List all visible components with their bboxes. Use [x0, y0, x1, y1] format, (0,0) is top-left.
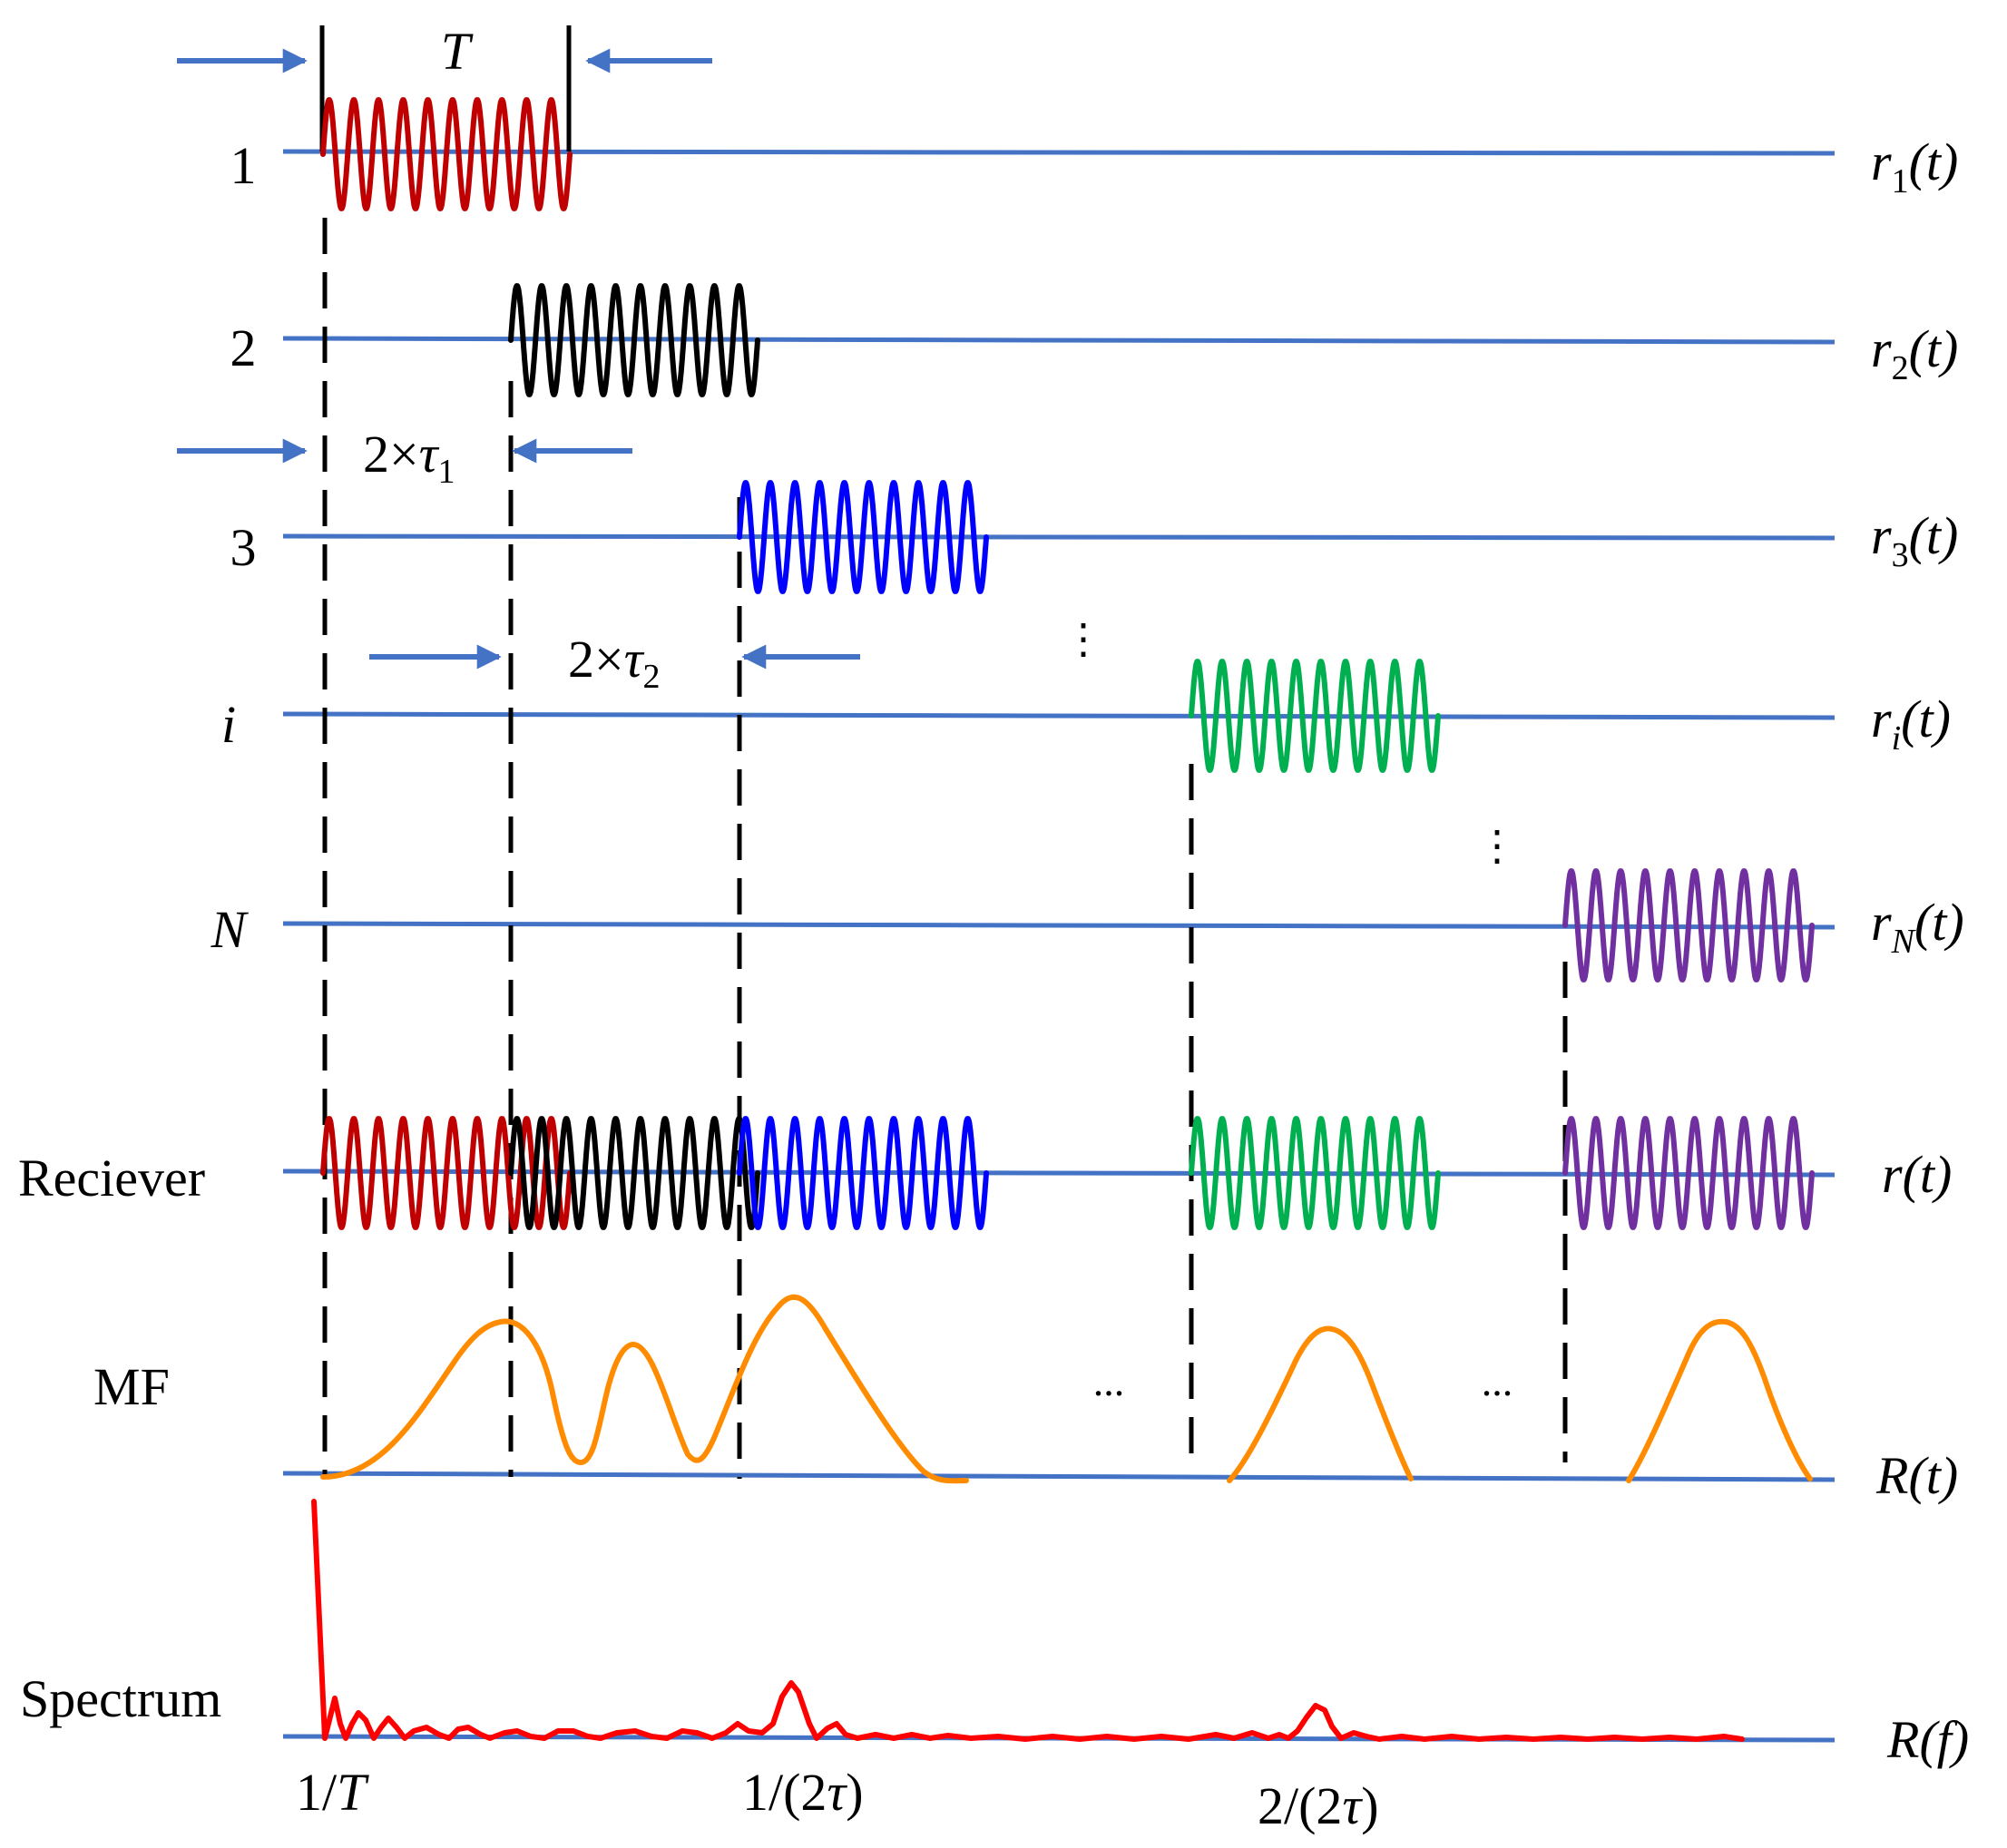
- receiver-burst-N: [1562, 1116, 1815, 1230]
- receiver-burst-i: [1189, 1116, 1441, 1230]
- signal-bursts: [320, 97, 1815, 1230]
- signal-labels: r1(t) r2(t) r3(t) ri(t) rN(t) r(t) R(t) …: [1871, 132, 1969, 1769]
- receiver-burst-1: [320, 1116, 573, 1230]
- burst-r2: [508, 283, 760, 397]
- ellipsis-mf-1: ...: [1093, 1358, 1125, 1404]
- period-label: T: [441, 22, 474, 81]
- freq-tick-1-over-2tau: 1/(2τ): [742, 1763, 864, 1822]
- freq-tick-2-over-2tau: 2/(2τ): [1258, 1776, 1379, 1835]
- signal-label-r1: r1(t): [1871, 132, 1958, 200]
- delay1-label: 2×τ1: [363, 425, 455, 491]
- signal-label-r3: r3(t): [1871, 506, 1958, 574]
- vdots-upper: ⋮: [1062, 616, 1104, 662]
- burst-rN: [1562, 868, 1815, 983]
- annotations: T 2×τ1 2×τ2 ⋮ ⋮ ... ...: [363, 22, 1518, 1404]
- burst-r1: [320, 97, 573, 211]
- receiver-label: Reciever: [18, 1149, 205, 1208]
- signal-label-ri: ri(t): [1871, 689, 1951, 758]
- spectrum-label: Spectrum: [20, 1669, 221, 1728]
- baselines: [282, 149, 1836, 1743]
- vdots-lower: ⋮: [1476, 823, 1518, 869]
- baseline-r1: [282, 149, 1836, 156]
- time-markers: [319, 25, 1568, 1479]
- row-label-r3: 3: [230, 518, 257, 577]
- delay2-label: 2×τ2: [568, 630, 660, 696]
- matched-filter-output: [320, 1294, 1813, 1484]
- row-label-rN: N: [210, 900, 250, 959]
- frequency-tick-labels: 1/T 1/(2τ) 2/(2τ): [296, 1763, 1379, 1835]
- spectrum-signal-label: R(f): [1886, 1710, 1969, 1769]
- receiver-burst-2: [508, 1116, 760, 1230]
- receiver-signal-label: r(t): [1882, 1145, 1952, 1204]
- mf-curve-N: [1626, 1318, 1813, 1483]
- spectrum-line: [311, 1499, 1745, 1742]
- mf-label: MF: [93, 1357, 170, 1416]
- spectrum-curve: [311, 1499, 1745, 1742]
- signal-label-r2: r2(t): [1871, 319, 1958, 387]
- mf-curve-i: [1227, 1325, 1414, 1483]
- burst-ri: [1189, 659, 1441, 773]
- row-label-r1: 1: [230, 136, 257, 195]
- annotation-arrows: [177, 48, 860, 670]
- row-label-r2: 2: [230, 318, 257, 377]
- receiver-burst-3: [737, 1116, 989, 1230]
- row-labels: 1 2 3 i N Reciever MF Spectrum: [18, 136, 257, 1728]
- signal-label-rN: rN(t): [1871, 893, 1964, 961]
- row-label-ri: i: [221, 695, 236, 754]
- baseline-r3: [282, 533, 1836, 541]
- mf-signal-label: R(t): [1875, 1446, 1958, 1505]
- burst-r3: [737, 480, 989, 594]
- ellipsis-mf-2: ...: [1482, 1358, 1513, 1404]
- baseline-ri: [282, 711, 1836, 720]
- freq-tick-1-over-T: 1/T: [296, 1763, 369, 1822]
- mf-curve-main: [320, 1294, 969, 1484]
- baseline-r2: [282, 336, 1836, 345]
- baseline-mf: [282, 1471, 1836, 1482]
